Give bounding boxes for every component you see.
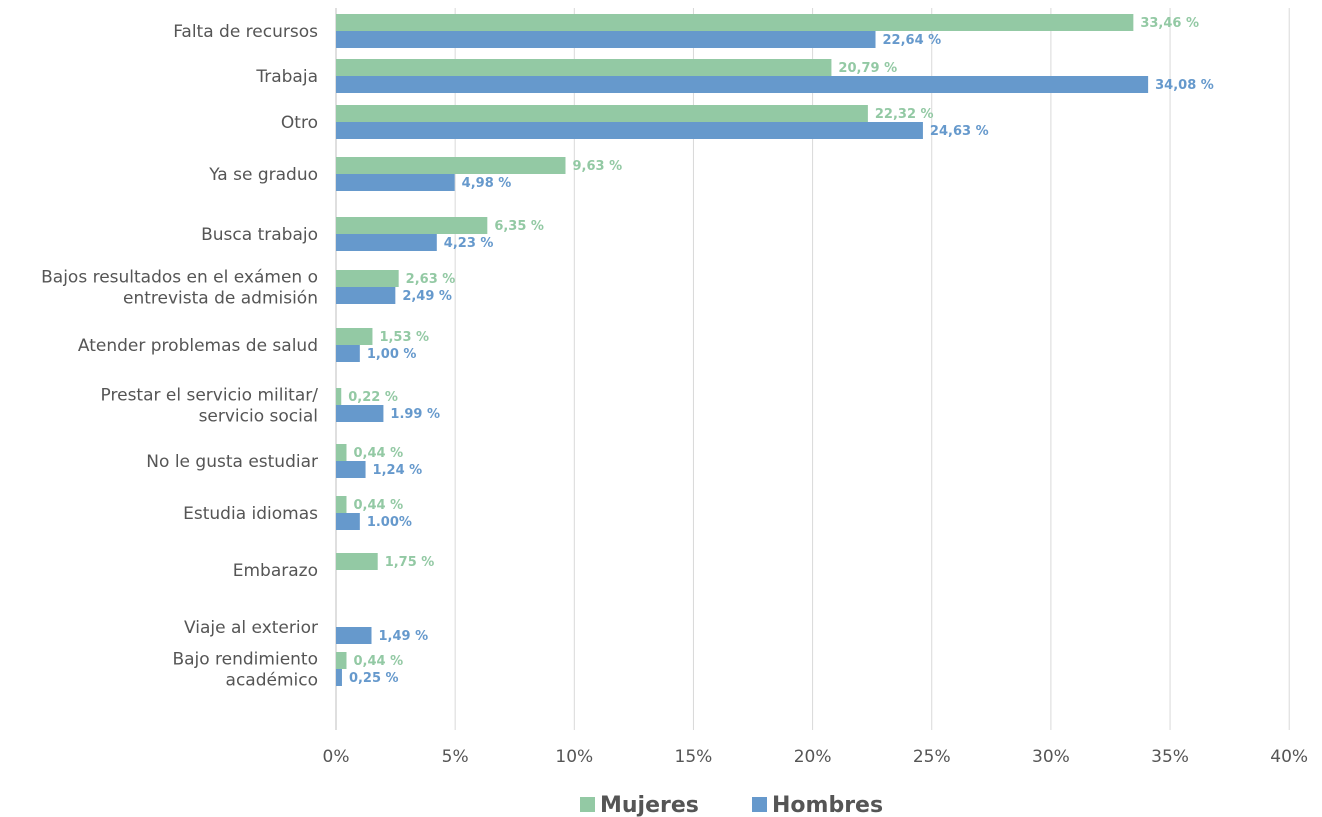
value-label-mujeres: 22,32 % — [875, 107, 934, 122]
bar-mujeres — [336, 59, 832, 76]
value-label-mujeres: 0,44 % — [353, 446, 403, 461]
value-label-hombres: 22,64 % — [883, 33, 942, 48]
bar-mujeres — [336, 444, 347, 461]
category-label: Otro — [281, 113, 318, 133]
category-label: Ya se graduo — [208, 165, 318, 185]
category-label: Busca trabajo — [201, 225, 318, 245]
bar-mujeres — [336, 157, 566, 174]
bar-hombres — [336, 405, 384, 422]
x-tick-label: 30% — [1032, 747, 1070, 767]
x-tick-label: 25% — [913, 747, 951, 767]
bar-hombres — [336, 627, 372, 644]
x-tick-label: 15% — [675, 747, 713, 767]
bar-mujeres — [336, 105, 868, 122]
value-label-hombres: 1.99 % — [390, 407, 440, 422]
value-label-hombres: 4,98 % — [462, 176, 512, 191]
category-label: Bajo rendimiento académico — [172, 650, 318, 691]
bar-mujeres — [336, 217, 488, 234]
legend-label-hombres: Hombres — [772, 793, 883, 817]
bar-mujeres — [336, 328, 373, 345]
category-label: Embarazo — [233, 561, 318, 581]
bars — [336, 14, 1149, 686]
bar-hombres — [336, 122, 923, 139]
value-label-mujeres: 1,53 % — [379, 330, 429, 345]
bar-hombres — [336, 287, 396, 304]
value-label-mujeres: 0,44 % — [353, 498, 403, 513]
legend-swatch-mujeres — [580, 797, 595, 812]
bar-hombres — [336, 669, 342, 686]
category-label: Viaje al exterior — [184, 618, 318, 638]
bar-mujeres — [336, 496, 347, 513]
category-label: Bajos resultados en el exámen o entrevist… — [41, 268, 318, 309]
bar-mujeres — [336, 553, 378, 570]
value-label-mujeres: 20,79 % — [838, 61, 897, 76]
value-label-hombres: 1,24 % — [373, 463, 423, 478]
value-label-hombres: 34,08 % — [1155, 78, 1214, 93]
bar-mujeres — [336, 14, 1134, 31]
category-label: Prestar el servicio militar/servicio soc… — [101, 386, 319, 427]
value-label-mujeres: 33,46 % — [1140, 16, 1199, 31]
value-label-hombres: 1.00% — [367, 515, 412, 530]
bar-hombres — [336, 174, 455, 191]
bar-hombres — [336, 513, 360, 530]
value-label-hombres: 1,00 % — [367, 347, 417, 362]
value-label-mujeres: 9,63 % — [572, 159, 622, 174]
category-label: Falta de recursos — [173, 22, 318, 42]
bar-hombres — [336, 461, 366, 478]
category-label: No le gusta estudiar — [146, 452, 318, 472]
category-label: Atender problemas de salud — [78, 336, 318, 356]
value-label-mujeres: 6,35 % — [494, 219, 544, 234]
value-label-hombres: 1,49 % — [379, 629, 429, 644]
category-label: Estudia idiomas — [183, 504, 318, 524]
bar-hombres — [336, 234, 437, 251]
bar-hombres — [336, 76, 1149, 93]
x-tick-label: 40% — [1270, 747, 1308, 767]
x-tick-label: 5% — [442, 747, 469, 767]
value-label-hombres: 4,23 % — [444, 236, 494, 251]
value-label-mujeres: 2,63 % — [406, 272, 456, 287]
legend: Mujeres Hombres — [580, 793, 883, 817]
value-label-hombres: 2,49 % — [402, 289, 452, 304]
legend-swatch-hombres — [752, 797, 767, 812]
bar-mujeres — [336, 388, 342, 405]
value-label-mujeres: 1,75 % — [385, 555, 435, 570]
x-tick-label: 35% — [1151, 747, 1189, 767]
bar-hombres — [336, 345, 360, 362]
category-label: Trabaja — [255, 67, 318, 87]
bar-mujeres — [336, 652, 347, 669]
x-axis-ticks: 0% 5% 10% 15% 20% 25% 30% 35% 40% — [323, 747, 1309, 767]
bar-hombres — [336, 31, 876, 48]
value-label-mujeres: 0,22 % — [348, 390, 398, 405]
value-label-hombres: 0,25 % — [349, 671, 399, 686]
x-tick-label: 20% — [794, 747, 832, 767]
bar-mujeres — [336, 270, 399, 287]
category-labels: Falta de recursos Trabaja Otro Ya se graduo… — [41, 22, 318, 691]
x-tick-label: 0% — [323, 747, 350, 767]
value-label-hombres: 24,63 % — [930, 124, 989, 139]
x-tick-label: 10% — [555, 747, 593, 767]
legend-label-mujeres: Mujeres — [600, 793, 699, 817]
value-label-mujeres: 0,44 % — [353, 654, 403, 669]
value-labels: 33,46 % 20,79 % 22,32 % 9,63 % 6,35 % 2,63 % 1… — [348, 16, 1214, 686]
